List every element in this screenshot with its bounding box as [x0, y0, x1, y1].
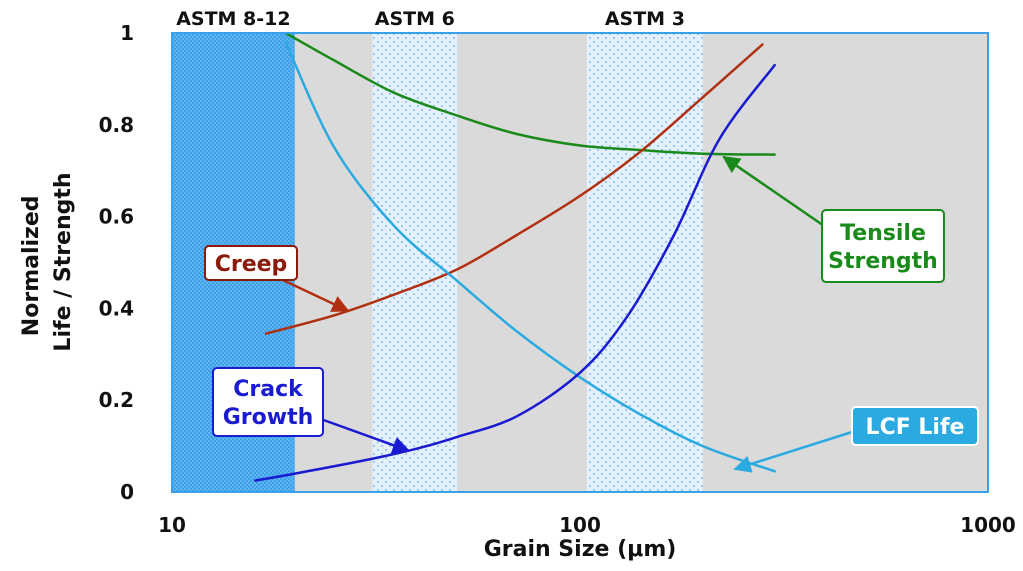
callout-crack-growth-arrow: [317, 416, 411, 454]
callout-creep: Creep: [204, 245, 350, 312]
y-axis-title-line-1: Normalized: [19, 195, 44, 336]
series-line-tensile-strength: [284, 31, 776, 156]
plot-frame: [171, 32, 989, 493]
callout-creep-label: Creep: [215, 252, 288, 277]
y-tick-label: 1: [120, 21, 134, 45]
callout-lcf-life: LCF Life: [733, 406, 979, 473]
callout-tensile-strength-label: Strength: [828, 249, 938, 274]
callout-lcf-life-label: LCF Life: [866, 415, 965, 440]
callout-crack-growth-box: [212, 367, 324, 437]
callout-crack-growth-label: Crack: [233, 377, 304, 402]
callout-lcf-life-arrow: [733, 430, 853, 473]
series-line-lcf-life: [284, 40, 776, 473]
axis-ticks: 0 0.2 0.4 0.6 0.8 1 10 100 1000: [99, 21, 1016, 537]
band-astm-3: [586, 33, 703, 492]
series-line-crack-growth: [254, 63, 776, 482]
callout-tensile-strength-arrow: [722, 155, 831, 232]
callout-tensile-strength: Tensile Strength: [722, 155, 945, 283]
callout-tensile-strength-box: [821, 209, 945, 283]
y-tick-label: 0.2: [99, 388, 134, 412]
callout-lcf-life-box: [851, 406, 979, 446]
band-label-astm-8-12: ASTM 8-12: [176, 8, 290, 30]
band-astm-6: [372, 33, 458, 492]
callout-tensile-strength-label: Tensile: [840, 221, 926, 246]
y-axis-title: Normalized Life / Strength: [19, 172, 76, 351]
band-label-astm-6: ASTM 6: [375, 8, 455, 30]
y-tick-label: 0.8: [99, 113, 134, 137]
series-callouts: Creep Crack Growth Tensile Strength LCF Life: [204, 155, 979, 473]
y-tick-label: 0.4: [99, 296, 134, 320]
x-tick-label: 1000: [960, 513, 1016, 537]
y-axis-title-line-2: Life / Strength: [51, 172, 76, 351]
x-tick-label: 100: [559, 513, 601, 537]
y-tick-label: 0: [120, 480, 134, 504]
x-axis-title: Grain Size (μm): [484, 537, 677, 562]
band-label-astm-3: ASTM 3: [605, 8, 685, 30]
series-line-creep: [264, 43, 764, 335]
y-tick-label: 0.6: [99, 205, 134, 229]
callout-creep-box: [204, 245, 298, 281]
callout-crack-growth: Crack Growth: [212, 367, 411, 454]
x-tick-label: 10: [158, 513, 186, 537]
series-lines: [254, 31, 776, 482]
callout-crack-growth-label: Growth: [223, 405, 314, 430]
